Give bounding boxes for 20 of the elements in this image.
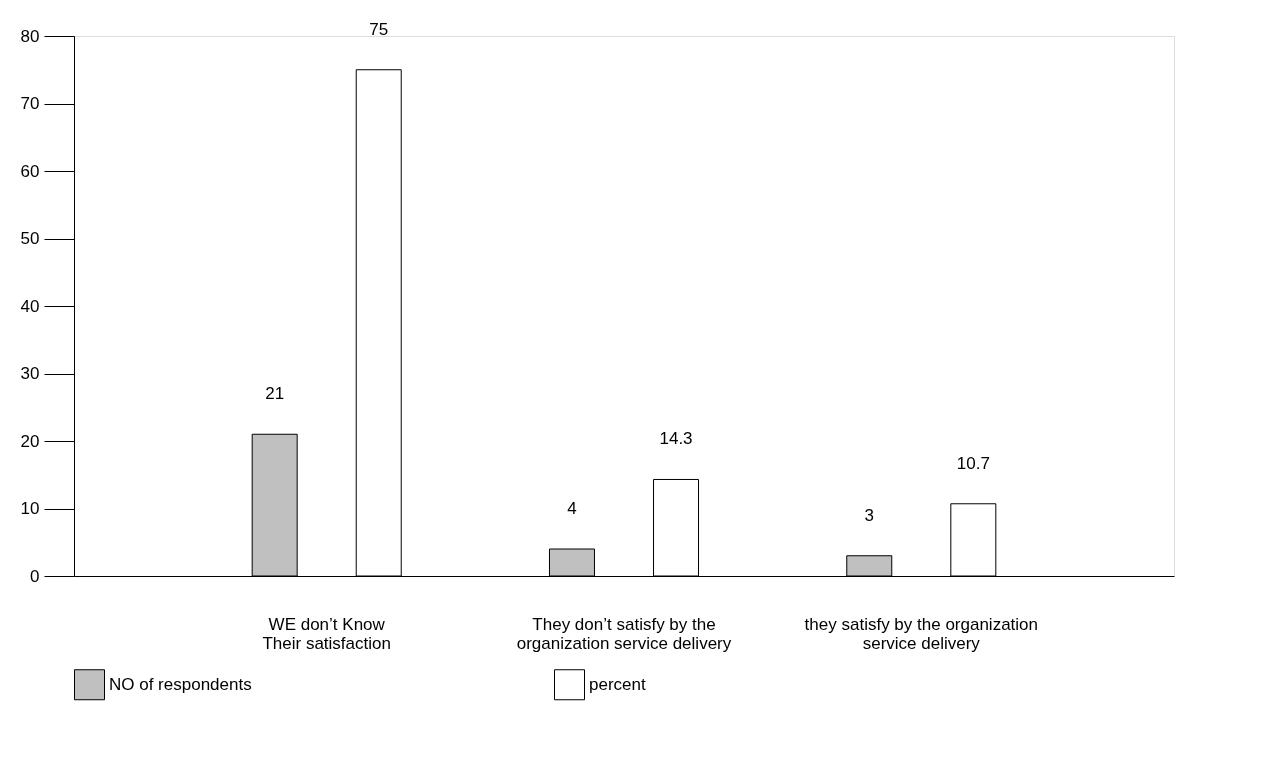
data-label: 21 xyxy=(265,384,285,404)
y-tick-label: 0 xyxy=(30,566,40,586)
legend-label: percent xyxy=(589,674,646,694)
data-label: 4 xyxy=(567,499,577,518)
y-tick-label: 70 xyxy=(20,94,40,113)
x-tick-label: WE don’t Know Their satisfaction xyxy=(262,614,391,653)
y-tick-label: 10 xyxy=(20,499,40,518)
x-tick-label: They don’t satisfy by the organization service delivery xyxy=(516,614,732,653)
y-tick-label: 20 xyxy=(20,431,40,451)
data-label: 75 xyxy=(369,19,389,39)
y-tick-label: 30 xyxy=(20,364,40,383)
y-tick-label: 60 xyxy=(20,161,40,181)
y-tick-label: 80 xyxy=(20,26,40,46)
x-tick-label: they satisfy by the organization service delivery xyxy=(804,614,1039,653)
data-label: 3 xyxy=(864,505,874,525)
y-tick-label: 50 xyxy=(20,229,40,248)
data-label: 10.7 xyxy=(956,453,990,473)
data-label: 14.3 xyxy=(659,429,693,449)
legend-label: NO of respondents xyxy=(109,674,252,694)
y-tick-label: 40 xyxy=(20,296,40,316)
